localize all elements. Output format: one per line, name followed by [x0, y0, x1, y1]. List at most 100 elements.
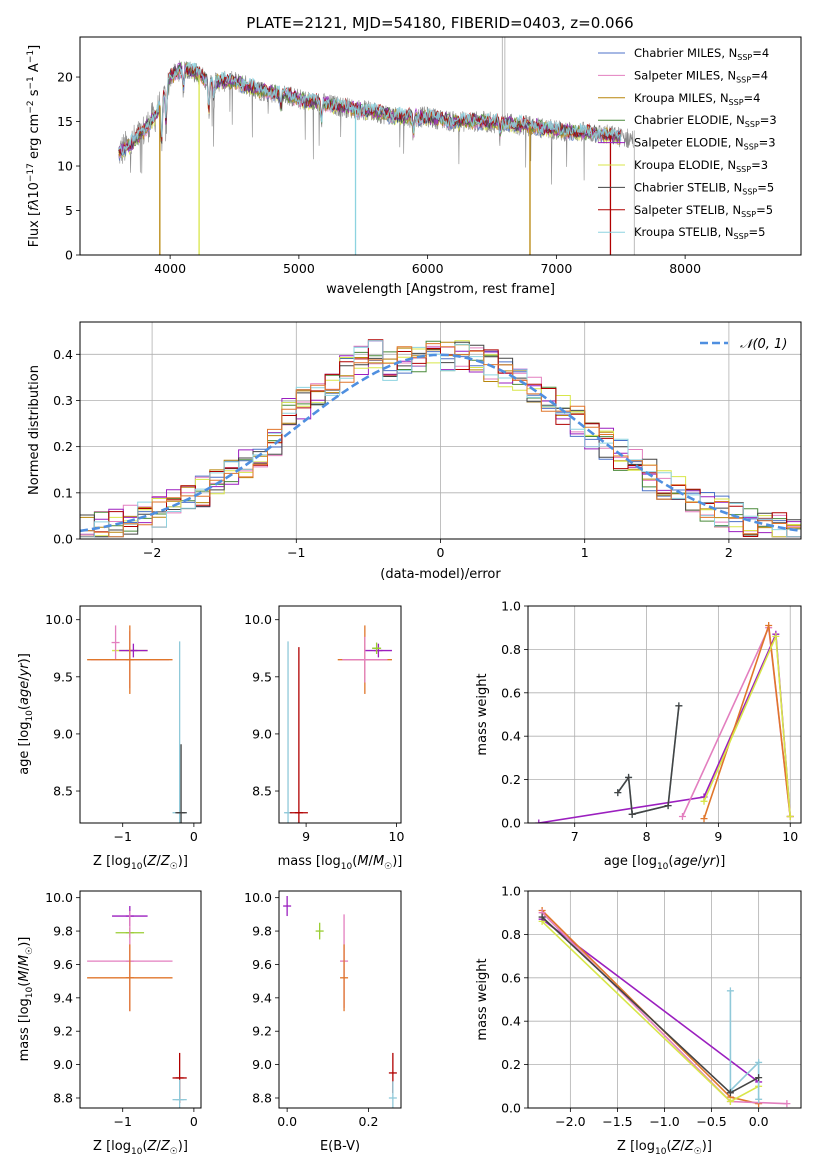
y-tick-label: 9.8: [252, 924, 272, 939]
y-tick-label: 10.0: [45, 612, 73, 627]
marker: [726, 1097, 734, 1105]
y-tick-label: 8.5: [53, 784, 73, 799]
series-model-mix: [729, 990, 760, 1100]
y-axis-label: mass weight: [475, 958, 490, 1040]
x-axis-label: Z [log10(Z/Z☉)]: [617, 1139, 712, 1157]
plot-area-residuals: [80, 339, 801, 538]
y-tick-label: 0.0: [501, 1101, 521, 1116]
x-tick-label: 6000: [412, 261, 444, 276]
x-axis-label: E(B-V): [320, 1139, 360, 1154]
y-axis-label: age [log10(age/yr)]: [17, 653, 35, 775]
y-tick-label: 9.8: [53, 924, 73, 939]
marker: [726, 1089, 734, 1097]
x-tick-label: 10: [782, 829, 798, 844]
y-axis-label: mass [log10(M/M☉)]: [17, 937, 35, 1062]
marker: [772, 632, 780, 640]
x-tick-label: 7000: [540, 261, 572, 276]
plot-area-age_vs_Z: [87, 625, 187, 823]
y-tick-label: 9.4: [252, 990, 272, 1005]
marker: [625, 773, 633, 781]
y-tick-label: 8.8: [53, 1090, 73, 1105]
axes-residuals: −2 −1 0 1 2 0.0 0.1 0.2 0.3 0.4 (data-model)/error…: [27, 321, 802, 582]
x-tick-label: −1: [113, 829, 131, 844]
axes-spectrum: 4000 5000 6000 7000 8000 0 5 10 15 20 wavelength […: [26, 36, 802, 297]
plot-area-age_vs_mass: [284, 625, 392, 823]
axes-age_vs_Z: −1 0 8.5 9.0 9.5 10.0 Z [log10(Z/Z☉)] age [log1…: [17, 605, 202, 872]
series-kroupa-elodie: [541, 920, 759, 1103]
marker: [726, 987, 734, 995]
x-tick-label: 0: [190, 829, 198, 844]
y-tick-label: 1.0: [501, 599, 521, 614]
y-tick-label: 0.4: [53, 347, 73, 362]
y-tick-label: 0.0: [501, 816, 521, 831]
y-tick-label: 10.0: [244, 890, 272, 905]
y-tick-label: 9.5: [53, 669, 73, 684]
series-model-mix: [617, 705, 680, 816]
legend-label: 𝒩(0, 1): [740, 337, 787, 352]
marker: [755, 1074, 763, 1082]
legend-label: Salpeter STELIB, NSSP=5: [634, 203, 773, 219]
y-tick-label: 9.6: [53, 957, 73, 972]
y-tick-label: 9.0: [252, 1057, 272, 1072]
legend-label: Salpeter MILES, NSSP=4: [634, 68, 768, 84]
x-tick-label: 8: [643, 829, 651, 844]
axes-age_vs_mass: 9 10 8.5 9.0 9.5 10.0 mass [log10(M/M☉)]: [244, 605, 404, 872]
marker: [786, 812, 794, 820]
x-axis-label: age [log10(age/yr)]: [604, 854, 726, 872]
marker: [765, 622, 773, 630]
marker: [783, 1100, 791, 1108]
figure-title: PLATE=2121, MJD=54180, FIBERID=0403, z=0…: [246, 14, 633, 32]
marker: [628, 810, 636, 818]
y-tick-label: 9.2: [53, 1024, 73, 1039]
marker: [678, 812, 686, 820]
marker: [755, 1058, 763, 1066]
x-tick-label: 0: [437, 545, 445, 560]
legend-label: Salpeter ELODIE, NSSP=3: [634, 136, 776, 152]
plot-area-mass_weight_vs_age: [535, 622, 794, 823]
x-tick-label: 0.2: [359, 1114, 379, 1129]
y-tick-label: 0.2: [53, 439, 73, 454]
series-chabrier-stelib: [617, 705, 680, 816]
axes-frame: [278, 890, 402, 1109]
y-tick-label: 0.4: [501, 1014, 521, 1029]
x-tick-label: 9: [714, 829, 722, 844]
y-tick-label: 1.0: [501, 884, 521, 899]
y-tick-label: 10.0: [244, 612, 272, 627]
x-tick-label: 8000: [669, 261, 701, 276]
x-tick-label: −1: [287, 545, 305, 560]
plot-area-mass_vs_ebv: [283, 896, 397, 1108]
x-axis-label: wavelength [Angstrom, rest frame]: [326, 282, 555, 297]
y-tick-label: 8.8: [252, 1090, 272, 1105]
axes-mass_vs_ebv: 0.0 0.2 8.8 9.0 9.2 9.4 9.6 9.8 10.0 E(B-V): [244, 890, 402, 1154]
y-tick-label: 9.0: [53, 1057, 73, 1072]
x-tick-label: 7: [571, 829, 579, 844]
y-axis-label: Flux [fλ10−17 erg cm−2 s−1 A−1]: [26, 45, 42, 247]
y-tick-label: 9.0: [252, 726, 272, 741]
y-tick-label: 9.0: [53, 726, 73, 741]
y-tick-label: 0.8: [501, 642, 521, 657]
y-tick-label: 8.5: [252, 784, 272, 799]
plot-area-mass_vs_Z: [87, 906, 187, 1108]
axes-mass_weight_vs_age: 7 8 9 10 0.0 0.2 0.4 0.6 0.8 1.0 age [log10(age/yr…: [475, 599, 802, 872]
axes-frame: [79, 605, 202, 824]
x-tick-label: 0: [190, 1114, 198, 1129]
y-tick-label: 15: [57, 114, 73, 129]
x-axis-label: Z [log10(Z/Z☉)]: [93, 854, 188, 872]
x-tick-label: 9: [302, 829, 310, 844]
x-tick-label: −0.5: [696, 1114, 726, 1129]
axes-mass_vs_Z: −1 0 8.8 9.0 9.2 9.4 9.6 9.8 10.0 Z [log10(Z/Z☉)]…: [17, 890, 202, 1157]
x-axis-label: Z [log10(Z/Z☉)]: [93, 1139, 188, 1157]
y-tick-label: 0.3: [53, 393, 73, 408]
axes-frame: [79, 890, 202, 1109]
legend-label: Kroupa MILES, NSSP=4: [634, 91, 760, 107]
y-axis-label: Normed distribution: [27, 365, 42, 495]
x-tick-label: −2.0: [555, 1114, 585, 1129]
legend-label: Chabrier ELODIE, NSSP=3: [634, 113, 777, 129]
marker: [700, 797, 708, 805]
marker: [664, 802, 672, 810]
axes-mass_weight_vs_Z: −2.0 −1.5 −1.0 −0.5 0.0 0.0 0.2 0.4 0.6 0.8 1.0 Z […: [475, 884, 802, 1157]
x-tick-label: −1.5: [602, 1114, 632, 1129]
marker: [675, 702, 683, 710]
y-tick-label: 0.4: [501, 729, 521, 744]
